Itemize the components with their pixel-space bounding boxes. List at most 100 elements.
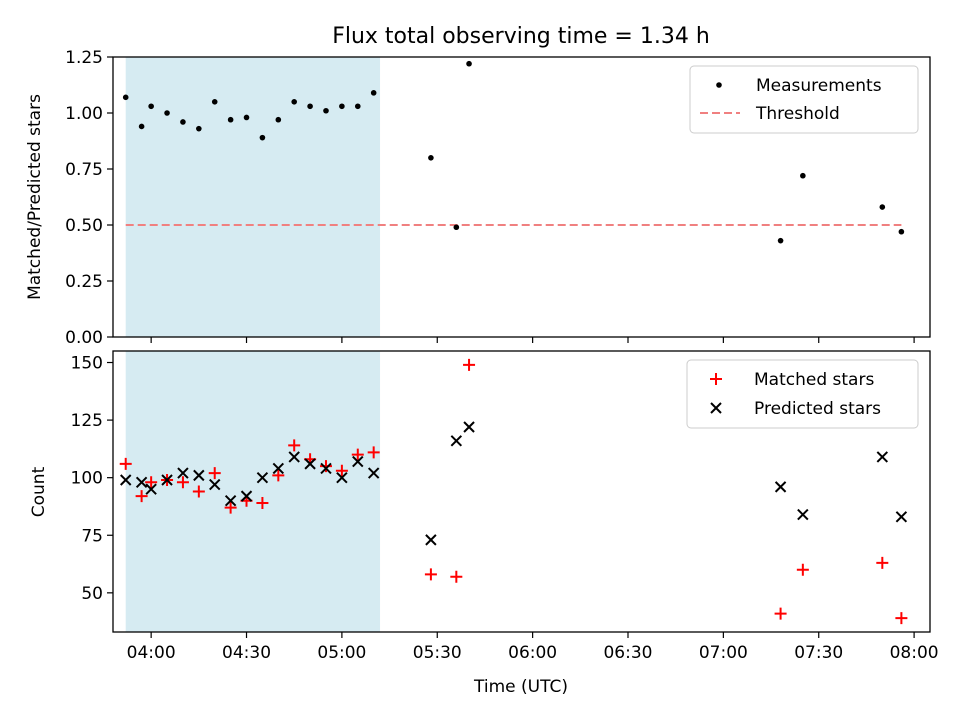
shaded-region-bottom bbox=[125, 351, 381, 632]
marks-bottom bbox=[119, 358, 908, 625]
matched-stars-point bbox=[135, 490, 148, 503]
predicted-stars-point bbox=[193, 469, 205, 482]
measurement-point bbox=[164, 110, 170, 116]
y-tick-label: 75 bbox=[81, 526, 103, 546]
y-tick-label: 1.00 bbox=[65, 104, 103, 124]
measurement-point bbox=[428, 155, 434, 161]
predicted-stars-point bbox=[224, 495, 237, 507]
matched-stars-point bbox=[145, 476, 158, 489]
matched-stars-point bbox=[351, 448, 364, 461]
matched-stars-point bbox=[463, 358, 476, 371]
y-tick-label: 1.25 bbox=[65, 48, 103, 68]
predicted-stars-point bbox=[320, 462, 332, 475]
matched-stars-point bbox=[367, 446, 380, 459]
matched-stars-point bbox=[774, 607, 787, 620]
predicted-stars-point bbox=[304, 458, 316, 470]
x-tick-label: 04:30 bbox=[222, 643, 271, 663]
matched-stars-point bbox=[319, 460, 332, 473]
legend-predicted-marker bbox=[710, 402, 722, 414]
predicted-stars-point bbox=[145, 483, 157, 495]
predicted-stars-point bbox=[209, 478, 221, 491]
chart-title: Flux total observing time = 1.34 h bbox=[332, 24, 710, 49]
matched-stars-point bbox=[224, 501, 237, 514]
measurement-point bbox=[453, 224, 460, 231]
measurement-point bbox=[323, 107, 329, 114]
predicted-stars-point bbox=[774, 481, 787, 493]
predicted-stars-point bbox=[272, 462, 285, 475]
measurement-point bbox=[777, 237, 784, 244]
y-tick-label: 0.00 bbox=[65, 328, 103, 348]
measurement-point bbox=[138, 123, 145, 130]
panel-top-frame bbox=[112, 56, 931, 338]
predicted-stars-point bbox=[797, 508, 809, 521]
measurement-point bbox=[898, 228, 905, 235]
y-tick-label: 0.75 bbox=[65, 160, 103, 180]
panel-bottom: 50 75 100 125 150 04:00 04:30 05:00 05:30 06:00 06… bbox=[29, 350, 939, 697]
predicted-stars-point bbox=[463, 421, 475, 433]
measurement-point bbox=[148, 103, 154, 110]
predicted-stars-point bbox=[177, 467, 189, 479]
matched-stars-point bbox=[192, 485, 205, 498]
legend-threshold-label: Threshold bbox=[755, 104, 840, 124]
matched-stars-point bbox=[119, 457, 132, 470]
measurement-point bbox=[275, 116, 282, 123]
matched-stars-point bbox=[256, 497, 269, 510]
matched-stars-point bbox=[796, 563, 809, 576]
predicted-stars-point bbox=[256, 471, 269, 484]
legend-matched-label: Matched stars bbox=[754, 370, 874, 390]
matched-stars-point bbox=[335, 464, 348, 477]
predicted-stars-point bbox=[161, 474, 173, 486]
y-tick-label: 0.25 bbox=[65, 272, 103, 292]
measurement-point bbox=[339, 103, 345, 110]
panel-top: 0.00 0.25 0.50 0.75 1.00 1.25 Matched/Predict… bbox=[25, 48, 931, 348]
measurement-point bbox=[466, 60, 472, 67]
matched-stars-point bbox=[424, 568, 437, 581]
y-tick-label: 0.50 bbox=[65, 216, 103, 236]
legend-top-box bbox=[689, 65, 919, 134]
y-tick-label: 100 bbox=[71, 469, 103, 489]
x-tick-label: 07:30 bbox=[794, 643, 843, 663]
legend-matched-marker bbox=[710, 373, 722, 385]
predicted-stars-point bbox=[895, 511, 908, 523]
predicted-stars-point bbox=[240, 490, 253, 502]
measurement-point bbox=[211, 99, 218, 105]
measurement-point bbox=[259, 134, 266, 141]
ticks-bottom: 50 75 100 125 150 04:00 04:30 05:00 05:30 06:00 06… bbox=[71, 354, 939, 663]
measurement-point bbox=[196, 125, 202, 132]
measurement-point bbox=[291, 99, 298, 105]
panel-bottom-frame bbox=[112, 350, 931, 633]
measurement-point bbox=[307, 103, 313, 110]
legend-bottom-box bbox=[686, 359, 919, 429]
y-tick-label: 150 bbox=[71, 354, 103, 374]
measurement-point bbox=[227, 116, 234, 123]
y-tick-label: 125 bbox=[71, 411, 103, 431]
x-tick-label: 06:00 bbox=[508, 643, 557, 663]
x-tick-label: 06:30 bbox=[603, 643, 652, 663]
measurement-point bbox=[354, 103, 361, 110]
legend-measurements-marker bbox=[716, 82, 722, 88]
y-tick-label: 50 bbox=[81, 584, 103, 604]
legend-predicted-label: Predicted stars bbox=[754, 399, 881, 419]
matched-stars-point bbox=[450, 570, 463, 583]
y-axis-label-bottom: Count bbox=[29, 466, 49, 517]
x-tick-label: 04:00 bbox=[127, 643, 176, 663]
predicted-stars-point bbox=[367, 467, 380, 479]
measurement-point bbox=[879, 204, 886, 210]
legend-top: Measurements Threshold bbox=[689, 65, 919, 134]
predicted-stars-point bbox=[352, 455, 364, 468]
matched-stars-point bbox=[208, 467, 221, 480]
x-tick-label: 08:00 bbox=[890, 643, 939, 663]
x-tick-label: 05:30 bbox=[413, 643, 462, 663]
x-axis-label: Time (UTC) bbox=[473, 677, 568, 697]
marks-top bbox=[122, 60, 905, 244]
predicted-stars-point bbox=[288, 451, 300, 463]
matched-stars-point bbox=[288, 439, 301, 452]
predicted-stars-point bbox=[450, 435, 463, 447]
measurement-point bbox=[180, 119, 186, 125]
legend-measurements-label: Measurements bbox=[756, 76, 882, 96]
predicted-stars-point bbox=[336, 471, 348, 484]
matched-stars-point bbox=[876, 556, 889, 569]
legend-bottom: Matched stars Predicted stars bbox=[686, 359, 919, 429]
measurement-point bbox=[122, 94, 129, 101]
x-tick-label: 07:00 bbox=[699, 643, 748, 663]
